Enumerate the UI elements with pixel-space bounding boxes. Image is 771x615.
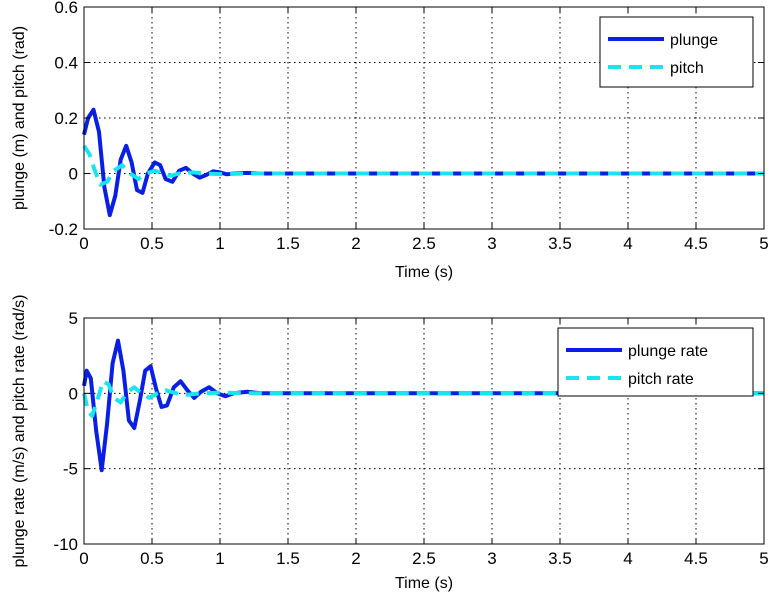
plunge-pitch-chart: 0 0.5 1 1.5 2 2.5 3 3.5 4 4.5 5-0.200.20.40.6 Time…: [11, 0, 769, 281]
ticks: 0 0.5 1 1.5 2 2.5 3 3.5 4 4.5 5 -10 -5 0 5: [53, 309, 768, 568]
y-tick-label: -10: [53, 535, 78, 554]
y-tick-label: -0.2: [49, 220, 78, 239]
legend-label: plunge rate: [628, 343, 708, 360]
y-tick-label: 5: [69, 309, 78, 328]
x-tick-label: 5: [759, 234, 768, 253]
x-axis-label: Time (s): [395, 264, 453, 281]
y-tick-label: 0: [69, 165, 78, 184]
x-tick-label: 3: [487, 234, 496, 253]
x-tick-label: 1.5: [276, 234, 300, 253]
legend: plunge pitch: [599, 16, 754, 88]
y-tick-label: 0.2: [54, 109, 78, 128]
x-tick-label: 4.5: [684, 549, 708, 568]
x-tick-label: 2: [351, 234, 360, 253]
x-tick-label: 2.5: [412, 234, 436, 253]
y-axis-label: plunge (m) and pitch (rad): [11, 26, 28, 210]
x-tick-label: 4: [623, 549, 632, 568]
ticks: 0 0.5 1 1.5 2 2.5 3 3.5 4 4.5 5-0.200.20.40.6: [49, 0, 769, 253]
legend-box: [599, 16, 754, 88]
legend-label: plunge: [670, 32, 718, 49]
series-layer: [82, 338, 764, 473]
plunge-rate-pitch-rate-chart: 0 0.5 1 1.5 2 2.5 3 3.5 4 4.5 5 -10 -5 0 5 Time (s) pl…: [11, 294, 769, 592]
y-tick-label: 0.4: [54, 54, 78, 73]
x-axis-label: Time (s): [395, 575, 453, 592]
x-tick-label: 0: [79, 549, 88, 568]
series-line-pitch: [82, 144, 764, 187]
x-tick-label: 0.5: [140, 234, 164, 253]
x-tick-label: 2: [351, 549, 360, 568]
legend-box: [557, 327, 754, 397]
legend: plunge rate pitch rate: [557, 327, 754, 397]
x-tick-label: 1: [215, 234, 224, 253]
y-tick-label: 0: [69, 384, 78, 403]
x-tick-label: 0: [79, 234, 88, 253]
x-tick-label: 4: [623, 234, 632, 253]
x-tick-label: 5: [759, 549, 768, 568]
legend-label: pitch: [670, 60, 704, 77]
x-tick-label: 2.5: [412, 549, 436, 568]
series-line-pitch-rate: [82, 379, 764, 418]
series-layer: [82, 107, 764, 218]
y-tick-label: 0.6: [54, 0, 78, 17]
x-tick-label: 0.5: [140, 549, 164, 568]
x-tick-label: 3: [487, 549, 496, 568]
x-tick-label: 3.5: [548, 234, 572, 253]
legend-label: pitch rate: [628, 371, 694, 388]
y-axis-label: plunge rate (m/s) and pitch rate (rad/s): [11, 294, 28, 567]
x-tick-label: 1.5: [276, 549, 300, 568]
y-tick-label: -5: [63, 460, 78, 479]
x-tick-label: 3.5: [548, 549, 572, 568]
x-tick-label: 4.5: [684, 234, 708, 253]
x-tick-label: 1: [215, 549, 224, 568]
